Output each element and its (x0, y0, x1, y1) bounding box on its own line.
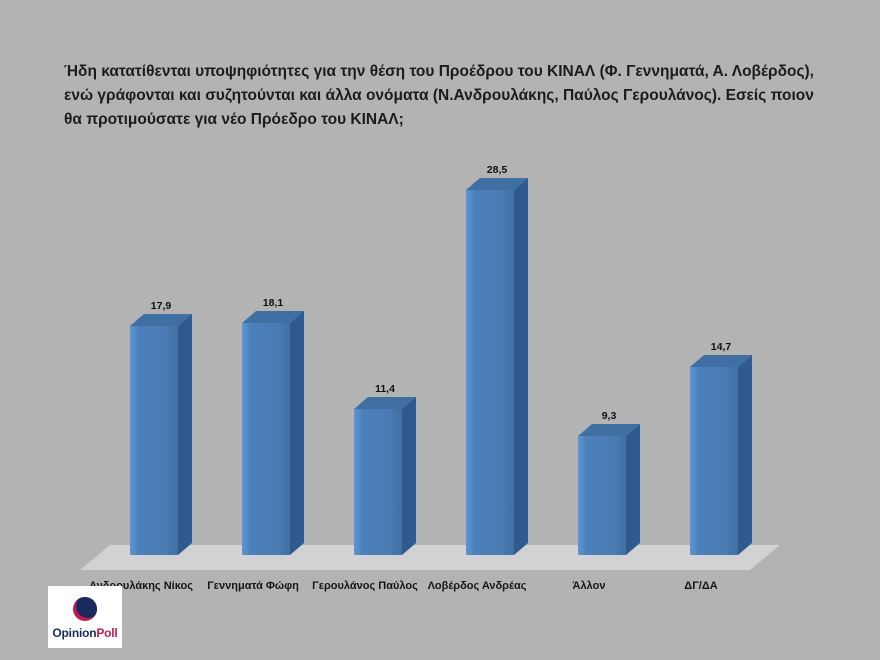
bar-2 (242, 311, 304, 555)
bar-front-face (690, 367, 738, 555)
bar-front-face (130, 326, 178, 555)
bar-front-face (578, 436, 626, 555)
bar-front-face (354, 409, 402, 555)
bar-front-face (242, 323, 290, 555)
bar-value-label: 11,4 (375, 383, 395, 395)
bar-5 (578, 424, 640, 555)
opinionpoll-logo-icon (73, 596, 97, 621)
logo-text-poll: Poll (96, 625, 118, 640)
category-axis: Ανδρουλάκης Νίκος Γεννηματά Φώφη Γερουλάνο… (80, 580, 780, 598)
bar-value-label: 14,7 (710, 341, 732, 353)
category-label: ΔΓ/ΔΑ (684, 580, 718, 592)
opinionpoll-logo: OpinionPoll (48, 586, 122, 648)
category-label: Γερουλάνος Παύλος (312, 580, 418, 592)
category-label: Άλλον (572, 580, 606, 592)
bar-value-label: 28,5 (486, 164, 508, 176)
bar-top-face (690, 355, 752, 367)
bar-front-face (466, 190, 514, 555)
bar-side-face (738, 355, 752, 555)
bar-chart: 17,9 18,1 11,4 28,5 9,3 14,7 Ανδρουλάκης Νίκο… (80, 150, 780, 600)
bar-value-label: 18,1 (262, 297, 284, 309)
bar-top-face (130, 314, 192, 326)
bar-side-face (178, 314, 192, 555)
category-label: Γεννηματά Φώφη (207, 580, 299, 592)
chart-floor (80, 545, 780, 570)
bars-area: 17,9 18,1 11,4 28,5 9,3 14,7 (80, 150, 780, 600)
bar-4 (466, 178, 528, 555)
bar-3 (354, 397, 416, 555)
bar-top-face (242, 311, 304, 323)
opinionpoll-logo-text: OpinionPoll (52, 626, 117, 640)
bar-top-face (578, 424, 640, 436)
bar-side-face (626, 424, 640, 555)
bar-side-face (402, 397, 416, 555)
bar-6 (690, 355, 752, 555)
chart-title: Ήδη κατατίθενται υποψηφιότητες για την θ… (64, 63, 814, 129)
bar-side-face (290, 311, 304, 555)
bar-1 (130, 314, 192, 555)
bar-top-face (466, 178, 528, 190)
bar-side-face (514, 178, 528, 555)
bar-value-label: 9,3 (601, 410, 617, 422)
category-label: Λοβέρδος Ανδρέας (427, 580, 527, 592)
logo-text-opinion: Opinion (52, 625, 97, 640)
bar-value-label: 17,9 (150, 300, 172, 312)
bar-top-face (354, 397, 416, 409)
